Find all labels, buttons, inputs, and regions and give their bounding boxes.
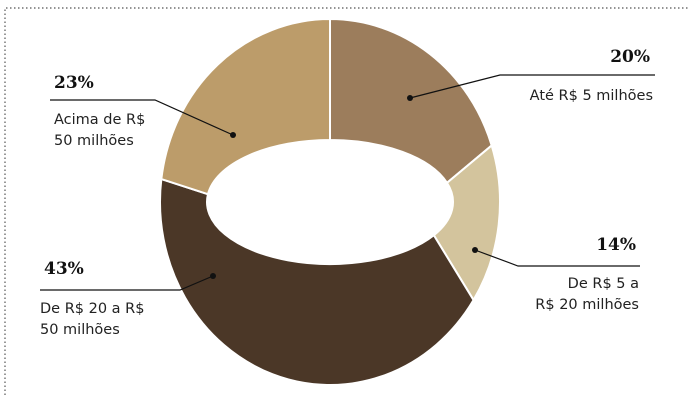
donut-segment [160,17,331,196]
percent-label: 20% [610,47,650,67]
category-label: Acima de R$ 50 milhões [54,112,146,149]
donut-segment [159,177,475,386]
leader-line [50,99,234,136]
percent-label: 43% [44,259,84,279]
category-label: De R$ 5 a R$ 20 milhões [535,276,639,313]
leader-line [474,249,640,267]
dotted-frame [4,7,690,395]
leader-dot [230,132,236,138]
donut-segment [329,17,493,185]
category-label: Até R$ 5 milhões [529,88,653,104]
leader-dot [472,247,478,253]
category-label: De R$ 20 a R$ 50 milhões [40,301,145,338]
leader-dot [407,95,413,101]
leader-dot [210,273,216,279]
leader-line [409,74,655,99]
leader-line [40,275,214,291]
percent-label: 23% [54,73,94,93]
percent-label: 14% [596,235,636,255]
